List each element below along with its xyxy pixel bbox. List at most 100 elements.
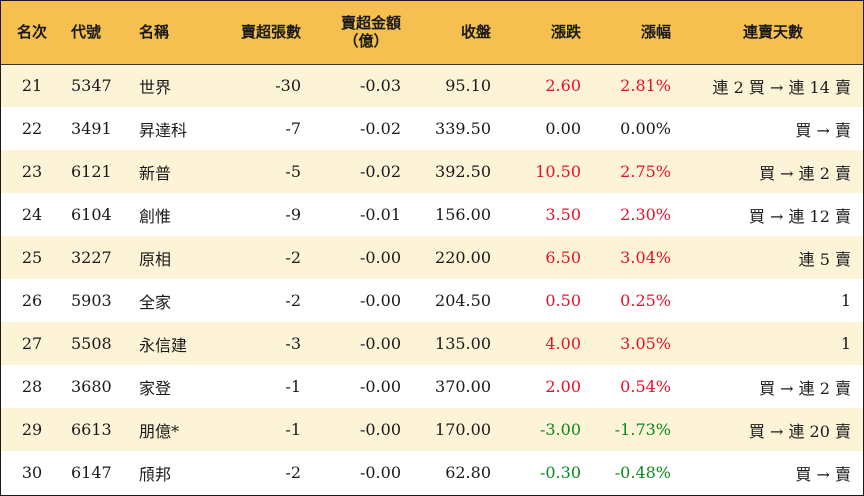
close-cell: 204.50 bbox=[435, 291, 491, 310]
change-pct-cell: 0.25% bbox=[620, 291, 671, 310]
header-name: 名稱 bbox=[129, 1, 225, 65]
name-cell: 全家 bbox=[139, 292, 172, 312]
net-sell-amount-cell: -0.03 bbox=[359, 76, 401, 96]
table-row: 21 5347 世界 -30 -0.03 95.10 2.60 2.81% 連 2 買 → 連 … bbox=[1, 64, 863, 107]
streak-cell: 買 → 連 2 賣 bbox=[759, 163, 851, 183]
header-row: 名次 代號 名稱 賣超張數 賣超金額 （億） 收盤 漲跌 漲幅 連賣天數 bbox=[1, 1, 863, 65]
change-cell: 6.50 bbox=[545, 248, 581, 267]
header-rank: 名次 bbox=[1, 1, 63, 65]
streak-cell: 買 → 連 12 賣 bbox=[748, 206, 851, 226]
streak-cell: 連 2 買 → 連 14 賣 bbox=[712, 77, 851, 97]
net-sell-amount-cell: -0.00 bbox=[359, 463, 401, 482]
code-cell: 5508 bbox=[71, 334, 112, 353]
close-cell: 135.00 bbox=[435, 334, 491, 353]
change-cell: 4.00 bbox=[545, 334, 581, 353]
table-body: 21 5347 世界 -30 -0.03 95.10 2.60 2.81% 連 2 買 → 連 … bbox=[1, 64, 863, 494]
net-sell-lots-cell: -2 bbox=[285, 291, 301, 310]
net-sell-lots-cell: -5 bbox=[285, 162, 301, 181]
streak-cell: 連 5 賣 bbox=[798, 249, 851, 269]
code-cell: 3680 bbox=[71, 377, 112, 396]
change-pct-cell: 2.30% bbox=[620, 205, 671, 224]
code-cell: 3491 bbox=[71, 119, 112, 138]
change-cell: -3.00 bbox=[539, 420, 581, 439]
name-cell: 頎邦 bbox=[139, 464, 172, 484]
net-sell-amount-cell: -0.01 bbox=[359, 205, 401, 224]
net-sell-amount-cell: -0.00 bbox=[359, 291, 401, 310]
net-sell-amount-cell: -0.00 bbox=[359, 334, 401, 353]
change-pct-cell: 3.04% bbox=[620, 248, 671, 267]
name-cell: 家登 bbox=[139, 378, 172, 398]
rank-cell: 29 bbox=[21, 420, 43, 439]
close-cell: 156.00 bbox=[435, 205, 491, 224]
header-net-sell-lots: 賣超張數 bbox=[225, 1, 313, 65]
code-cell: 5347 bbox=[71, 76, 112, 96]
change-cell: -0.30 bbox=[539, 463, 581, 482]
net-sell-lots-cell: -2 bbox=[285, 248, 301, 267]
rank-cell: 28 bbox=[21, 377, 43, 396]
net-sell-lots-cell: -1 bbox=[285, 420, 301, 439]
name-cell: 世界 bbox=[139, 77, 172, 97]
name-cell: 永信建 bbox=[139, 335, 188, 355]
change-pct-cell: -1.73% bbox=[614, 420, 671, 439]
table-row: 26 5903 全家 -2 -0.00 204.50 0.50 0.25% 1 bbox=[1, 279, 863, 322]
change-cell: 0.00 bbox=[545, 119, 581, 138]
net-sell-lots-cell: -2 bbox=[285, 463, 301, 482]
change-cell: 3.50 bbox=[545, 205, 581, 224]
rank-cell: 24 bbox=[21, 205, 43, 224]
change-pct-cell: -0.48% bbox=[614, 463, 671, 482]
table-row: 23 6121 新普 -5 -0.02 392.50 10.50 2.75% 買 → 連 2 賣 bbox=[1, 150, 863, 193]
net-sell-lots-cell: -7 bbox=[285, 119, 301, 138]
streak-cell: 1 bbox=[840, 291, 851, 310]
net-sell-lots-cell: -1 bbox=[285, 377, 301, 396]
close-cell: 170.00 bbox=[435, 420, 491, 439]
header-code: 代號 bbox=[63, 1, 129, 65]
header-net-sell-amount-line1: 賣超金額 bbox=[340, 14, 401, 33]
code-cell: 3227 bbox=[71, 248, 112, 267]
change-pct-cell: 0.54% bbox=[620, 377, 671, 396]
name-cell: 創惟 bbox=[139, 206, 172, 226]
close-cell: 339.50 bbox=[435, 119, 491, 138]
rank-cell: 26 bbox=[21, 291, 43, 310]
streak-cell: 買 → 賣 bbox=[795, 464, 851, 484]
name-cell: 昇達科 bbox=[139, 120, 188, 140]
table-row: 29 6613 朋億* -1 -0.00 170.00 -3.00 -1.73% 買 → 連 2… bbox=[1, 408, 863, 451]
header-net-sell-amount-line2: （億） bbox=[343, 32, 389, 51]
header-close: 收盤 bbox=[413, 1, 503, 65]
close-cell: 370.00 bbox=[435, 377, 491, 396]
streak-cell: 買 → 連 2 賣 bbox=[759, 378, 851, 398]
rank-cell: 22 bbox=[21, 119, 43, 138]
table-row: 25 3227 原相 -2 -0.00 220.00 6.50 3.04% 連 5 賣 bbox=[1, 236, 863, 279]
code-cell: 6613 bbox=[71, 420, 112, 439]
rank-cell: 21 bbox=[21, 76, 43, 96]
table-header: 名次 代號 名稱 賣超張數 賣超金額 （億） 收盤 漲跌 漲幅 連賣天數 bbox=[1, 1, 863, 65]
net-sell-amount-cell: -0.00 bbox=[359, 420, 401, 439]
code-cell: 6104 bbox=[71, 205, 112, 224]
name-cell: 原相 bbox=[139, 249, 172, 269]
close-cell: 95.10 bbox=[445, 76, 491, 96]
change-pct-cell: 3.05% bbox=[620, 334, 671, 353]
streak-cell: 1 bbox=[840, 334, 851, 353]
close-cell: 220.00 bbox=[435, 248, 491, 267]
close-cell: 392.50 bbox=[435, 162, 491, 181]
name-cell: 朋億* bbox=[139, 421, 180, 441]
header-change-pct: 漲幅 bbox=[593, 1, 683, 65]
net-sell-lots-cell: -9 bbox=[285, 205, 301, 224]
code-cell: 6121 bbox=[71, 162, 112, 181]
table-row: 24 6104 創惟 -9 -0.01 156.00 3.50 2.30% 買 → 連 12 賣 bbox=[1, 193, 863, 236]
code-cell: 5903 bbox=[71, 291, 112, 310]
net-sell-amount-cell: -0.00 bbox=[359, 248, 401, 267]
rank-cell: 23 bbox=[21, 162, 43, 181]
change-cell: 2.00 bbox=[545, 377, 581, 396]
net-sell-lots-cell: -3 bbox=[285, 334, 301, 353]
rank-cell: 30 bbox=[21, 463, 43, 482]
change-cell: 10.50 bbox=[535, 162, 581, 181]
code-cell: 6147 bbox=[71, 463, 112, 482]
net-sell-amount-cell: -0.02 bbox=[359, 119, 401, 138]
header-streak: 連賣天數 bbox=[683, 1, 863, 65]
close-cell: 62.80 bbox=[445, 463, 491, 482]
table-row: 22 3491 昇達科 -7 -0.02 339.50 0.00 0.00% 買 → 賣 bbox=[1, 107, 863, 150]
change-pct-cell: 0.00% bbox=[620, 119, 671, 138]
net-sell-amount-cell: -0.00 bbox=[359, 377, 401, 396]
